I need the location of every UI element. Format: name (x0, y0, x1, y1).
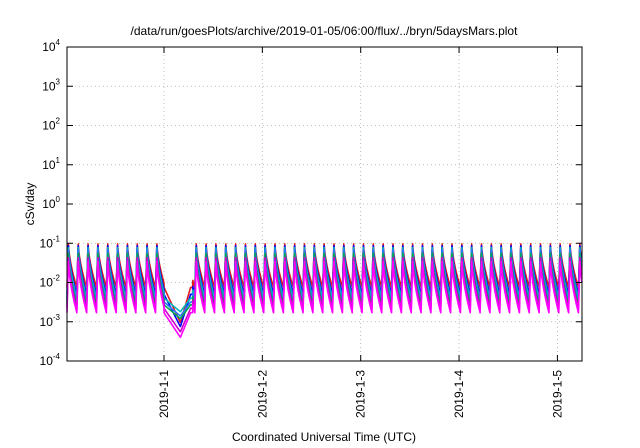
x-tick-label: 2019-1-5 (550, 370, 564, 418)
grid (67, 47, 582, 361)
y-tick-label: 10-3 (40, 313, 61, 329)
y-tick-label: 101 (42, 156, 60, 172)
x-tick-label: 2019-1-4 (452, 370, 466, 418)
y-tick-label: 10-4 (40, 352, 61, 368)
y-tick-label: 10-1 (40, 234, 61, 250)
x-tick-label: 2019-1-3 (354, 370, 368, 418)
y-tick-label: 103 (42, 77, 60, 93)
x-axis-label: Coordinated Universal Time (UTC) (232, 430, 416, 444)
series-lines (66, 243, 583, 339)
series-line-7 (66, 260, 583, 339)
y-axis-label: cSv/day (23, 183, 37, 226)
y-tick-label: 104 (42, 38, 60, 54)
x-tick-label: 2019-1-1 (157, 370, 171, 418)
y-tick-label: 10-2 (40, 274, 61, 290)
x-tick-label: 2019-1-2 (255, 370, 269, 418)
chart-title: /data/run/goesPlots/archive/2019-01-05/0… (131, 24, 519, 38)
plot-frame (66, 46, 583, 362)
y-tick-label: 102 (42, 117, 60, 133)
y-tick-label: 100 (42, 195, 60, 211)
ticks: 10-4 10-3 10-2 10-1 100 101 102 103 104 2019-1-1 2… (40, 38, 582, 418)
